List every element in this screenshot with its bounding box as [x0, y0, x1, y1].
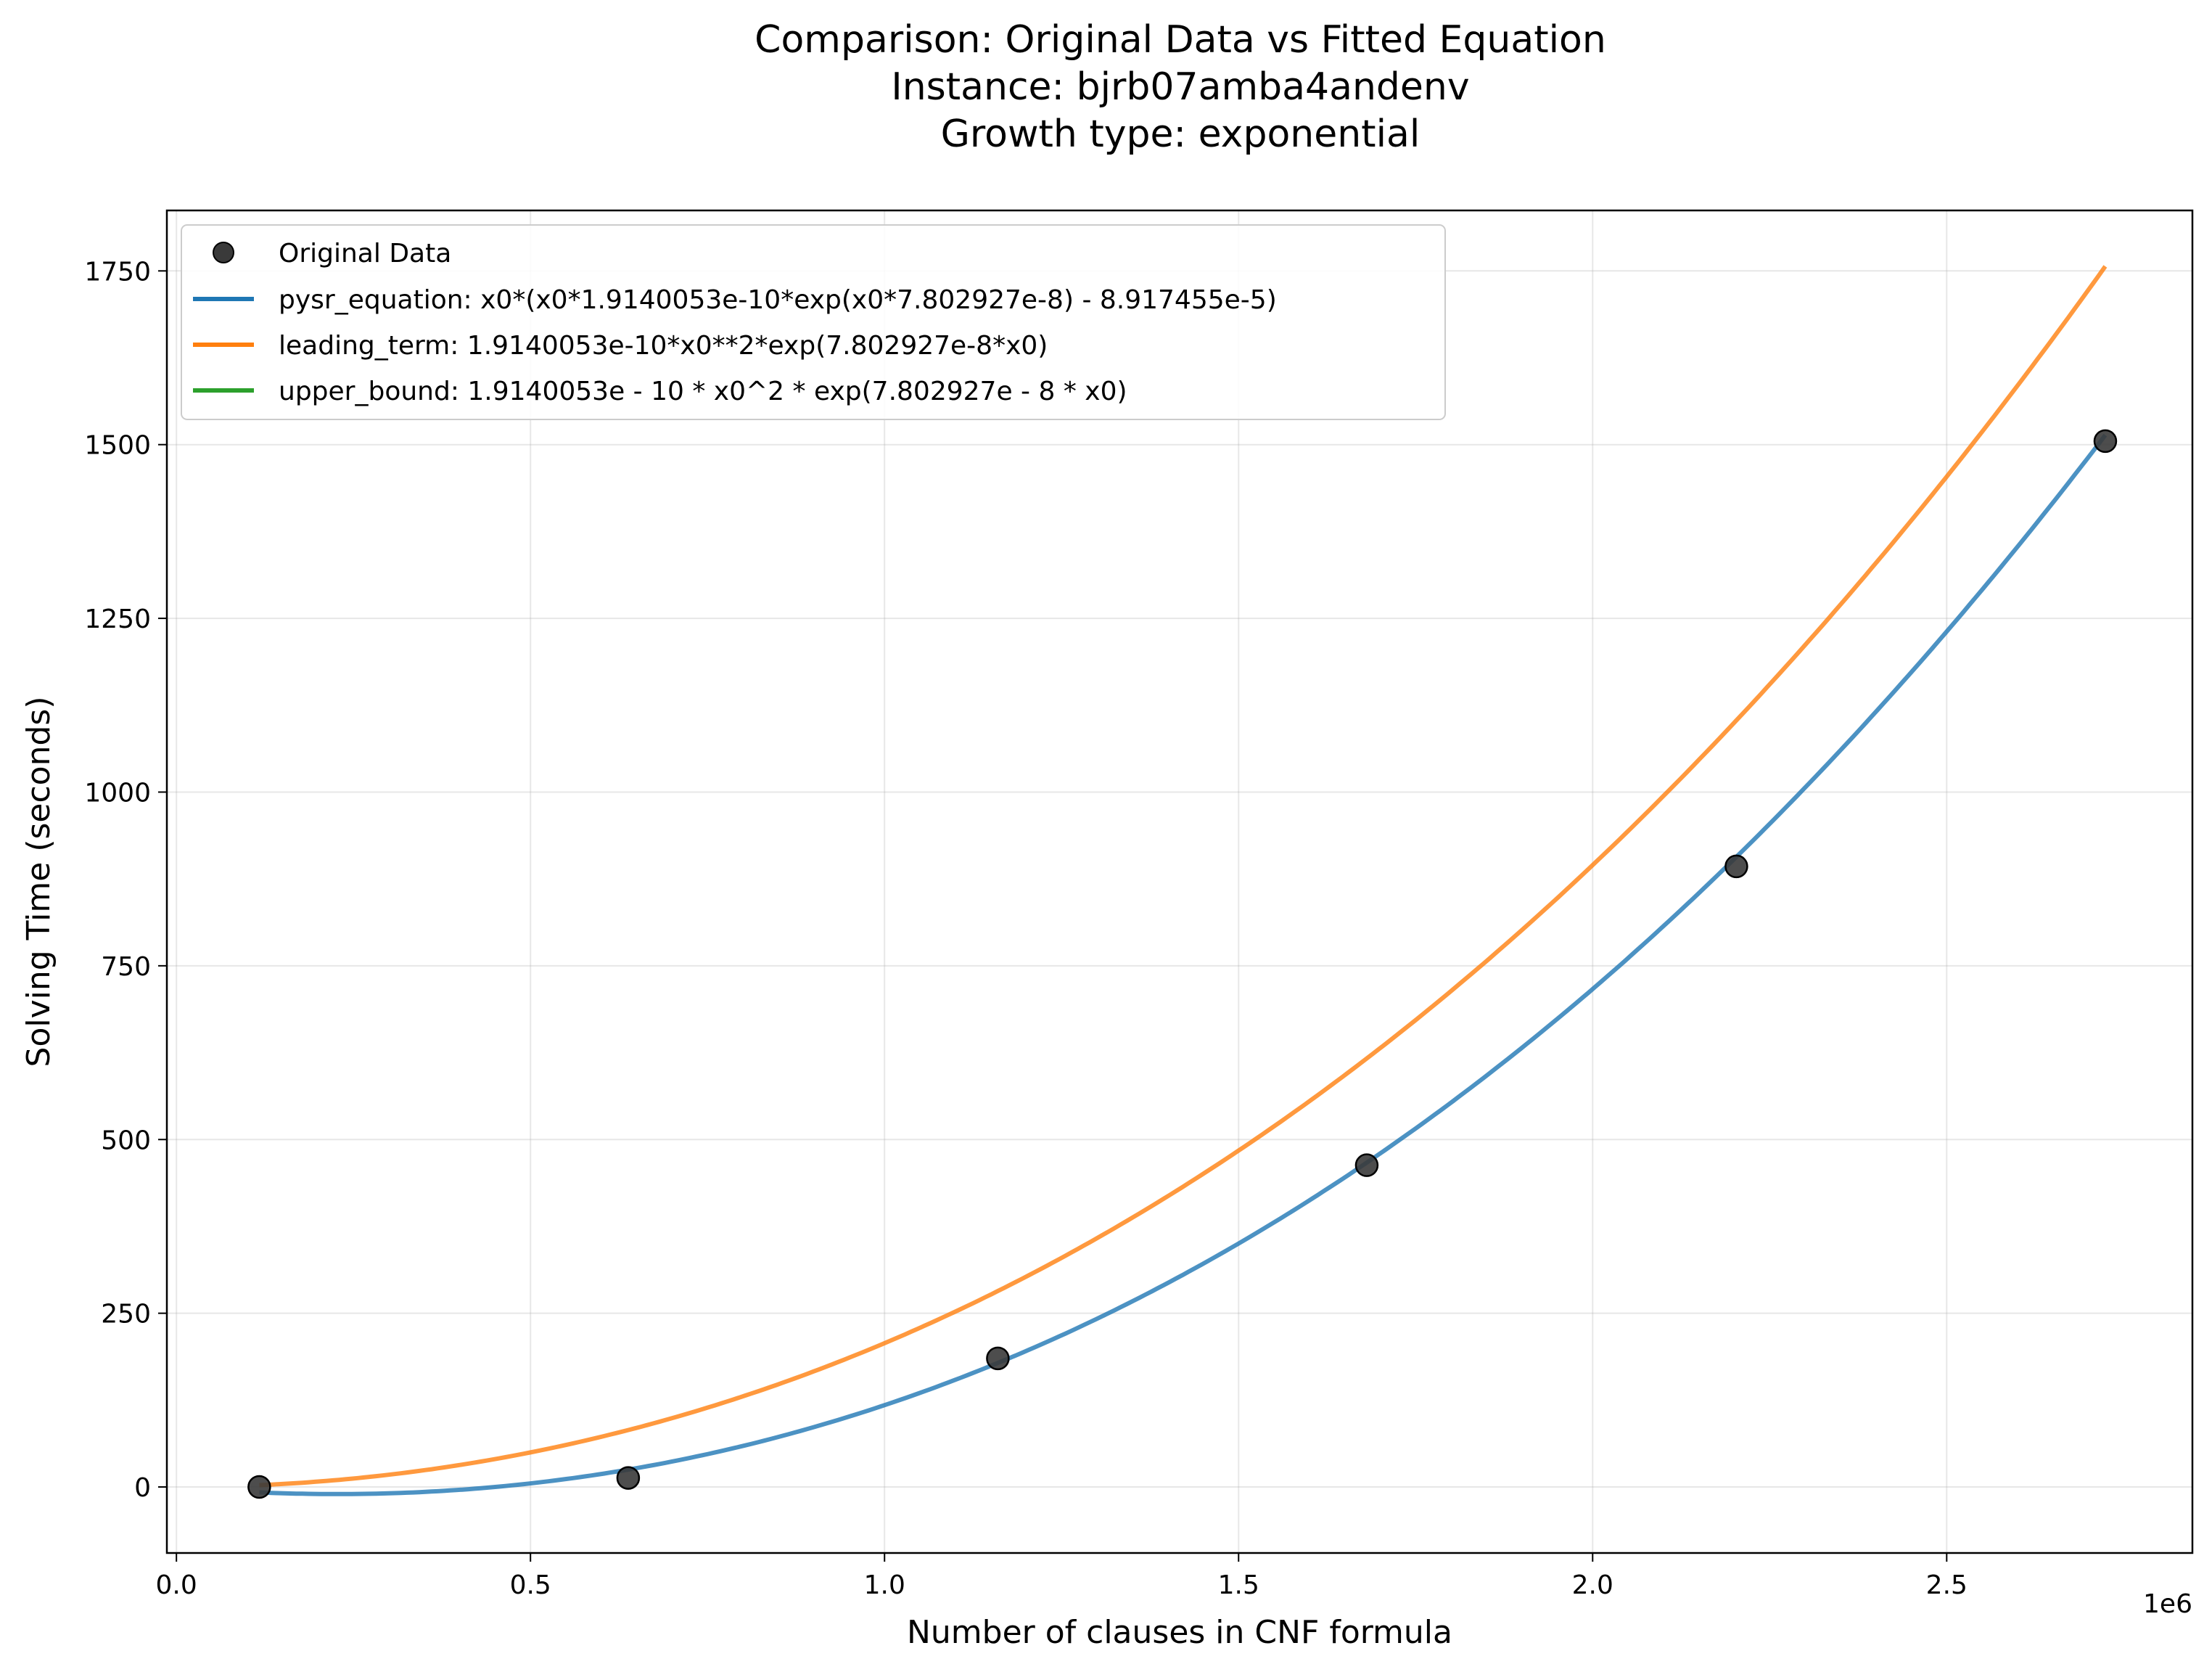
y-tick-label: 500: [101, 1126, 151, 1155]
x-tick-label: 1.0: [864, 1570, 905, 1600]
y-tick-label: 0: [134, 1473, 151, 1503]
title-line-1: Comparison: Original Data vs Fitted Equa…: [755, 18, 1606, 62]
y-tick-label: 1750: [84, 257, 151, 287]
title-line-3: Growth type: exponential: [941, 112, 1420, 156]
legend: Original Data pysr_equation: x0*(x0*1.91…: [181, 224, 1446, 420]
legend-marker-original-data: [213, 242, 234, 263]
y-axis-ticks: 0 250 500 750 1000 1250 1500 1750: [84, 257, 167, 1503]
x-axis-label: Number of clauses in CNF formula: [907, 1614, 1452, 1651]
x-tick-label: 1.5: [1218, 1570, 1259, 1600]
legend-label-pysr: pysr_equation: x0*(x0*1.9140053e-10*exp(…: [279, 285, 1277, 315]
points-layer: [247, 429, 2118, 1499]
x-axis-ticks: 0.0 0.5 1.0 1.5 2.0 2.5: [156, 1553, 1968, 1600]
x-tick-label: 0.5: [510, 1570, 551, 1600]
y-tick-label: 250: [101, 1300, 151, 1329]
x-tick-label: 2.0: [1572, 1570, 1613, 1600]
legend-label-original-data: Original Data: [279, 239, 451, 269]
series-layer: [259, 265, 2108, 1496]
series-line-pysr: [259, 433, 2108, 1496]
legend-label-leading-term: leading_term: 1.9140053e-10*x0**2*exp(7.…: [279, 331, 1048, 361]
x-tick-label: 0.0: [156, 1570, 197, 1600]
y-tick-label: 1500: [84, 431, 151, 461]
y-axis-label: Solving Time (seconds): [20, 697, 57, 1067]
y-tick-label: 750: [101, 952, 151, 982]
data-point: [247, 1475, 271, 1499]
data-point: [616, 1466, 641, 1490]
legend-label-upper-bound: upper_bound: 1.9140053e - 10 * x0^2 * ex…: [279, 377, 1127, 406]
legend-box: [181, 224, 1446, 420]
data-point: [2093, 429, 2118, 454]
chart-title: Comparison: Original Data vs Fitted Equa…: [755, 18, 1606, 156]
x-axis-offset-label: 1e6: [2143, 1589, 2192, 1619]
x-tick-label: 2.5: [1926, 1570, 1968, 1600]
data-point: [1724, 854, 1748, 879]
y-tick-label: 1250: [84, 605, 151, 634]
title-line-2: Instance: bjrb07amba4andenv: [891, 65, 1469, 109]
data-point: [1354, 1153, 1379, 1177]
plot-area: [165, 209, 2194, 1554]
y-tick-label: 1000: [84, 778, 151, 808]
data-point: [986, 1346, 1010, 1371]
series-line-leading: [259, 265, 2108, 1488]
